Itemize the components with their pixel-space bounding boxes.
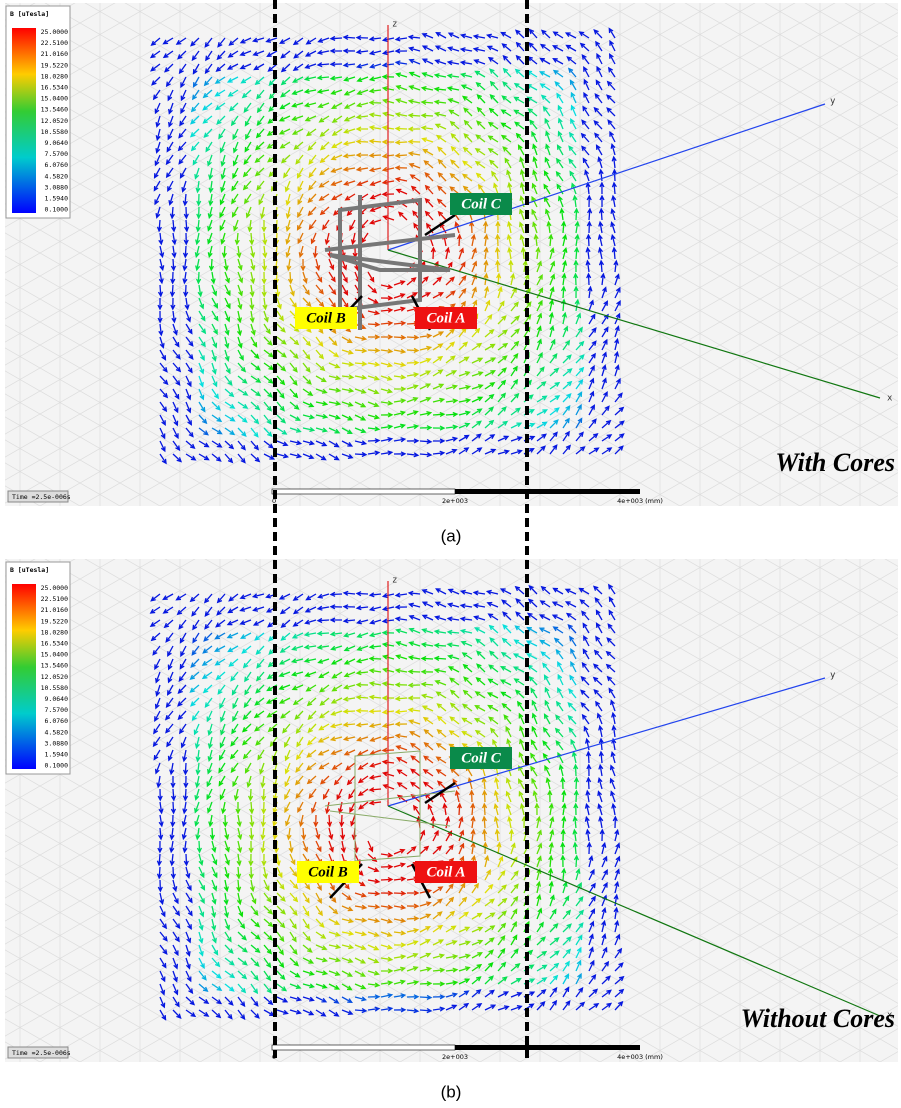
legend-tick: 18.0280	[41, 628, 68, 636]
legend-tick: 1.5940	[45, 195, 69, 203]
panel: zyxCoil ACoil BCoil CB [uTesla]25.000022…	[5, 559, 898, 1101]
legend-tick: 18.0280	[41, 72, 68, 80]
scale-label: 4e+003 (mm)	[617, 1053, 663, 1061]
legend-tick: 10.5580	[41, 128, 68, 136]
legend-bar	[12, 584, 36, 769]
condition-label: With Cores	[775, 448, 895, 477]
legend-tick: 9.0640	[45, 139, 69, 147]
time-label: Time =2.5e-006s	[12, 493, 71, 501]
coil-label: Coil C	[461, 750, 502, 766]
scale-black	[455, 489, 640, 494]
legend-tick: 21.0160	[41, 606, 68, 614]
legend-tick: 7.5700	[45, 150, 69, 158]
axis-label: x	[887, 394, 893, 404]
legend-tick: 19.5220	[41, 61, 68, 69]
legend-tick: 19.5220	[41, 617, 68, 625]
coil-label: Coil A	[426, 310, 465, 326]
legend-tick: 15.0400	[41, 95, 68, 103]
legend-tick: 1.5940	[45, 751, 69, 759]
coil-label: Coil B	[308, 864, 348, 880]
legend-tick: 9.0640	[45, 695, 69, 703]
legend-tick: 15.0400	[41, 651, 68, 659]
condition-label: Without Cores	[741, 1004, 895, 1033]
caption: (a)	[441, 526, 462, 545]
scale-white	[272, 1045, 455, 1050]
figure: z y x Coil A Coil B Coil C B [uTesla] 25.0000 22…	[0, 0, 901, 1104]
legend-title: B [uTesla]	[10, 10, 49, 18]
legend-tick: 12.0520	[41, 673, 68, 681]
time-label: Time =2.5e-006s	[12, 1049, 71, 1057]
legend-tick: 16.5340	[41, 640, 68, 648]
legend-tick: 10.5580	[41, 684, 68, 692]
legend-tick: 4.5820	[45, 728, 69, 736]
coil-label: Coil B	[306, 310, 346, 326]
legend-tick: 16.5340	[41, 84, 68, 92]
legend-title: B [uTesla]	[10, 566, 49, 574]
legend-tick: 0.1000	[45, 206, 69, 214]
scale-white	[272, 489, 455, 494]
axis-label: y	[830, 97, 836, 107]
legend-tick: 3.0880	[45, 739, 69, 747]
legend-tick: 6.0760	[45, 161, 69, 169]
legend-tick: 25.0000	[41, 28, 68, 36]
legend-tick: 12.0520	[41, 117, 68, 125]
coil-label: Coil C	[461, 196, 502, 212]
legend-tick: 6.0760	[45, 717, 69, 725]
scale-black	[455, 1045, 640, 1050]
legend-tick: 0.1000	[45, 762, 69, 770]
caption: (b)	[441, 1082, 462, 1101]
axis-label: z	[392, 20, 397, 30]
legend-tick: 7.5700	[45, 706, 69, 714]
legend-tick: 21.0160	[41, 50, 68, 58]
legend-tick: 13.5460	[41, 106, 68, 114]
legend-tick: 25.0000	[41, 584, 68, 592]
coil-label: Coil A	[426, 864, 465, 880]
panel: z y x Coil A Coil B Coil C B [uTesla] 25.0000 22…	[5, 3, 898, 545]
legend-tick: 22.5100	[41, 39, 68, 47]
legend-tick: 22.5100	[41, 595, 68, 603]
legend-tick: 13.5460	[41, 662, 68, 670]
scale-label: 2e+003	[442, 497, 468, 505]
scale-label: 2e+003	[442, 1053, 468, 1061]
legend-bar	[12, 28, 36, 213]
axis-label: z	[392, 576, 397, 586]
scale-label: 4e+003 (mm)	[617, 497, 663, 505]
legend-tick: 4.5820	[45, 172, 69, 180]
legend-tick: 3.0880	[45, 183, 69, 191]
axis-label: y	[830, 671, 836, 681]
